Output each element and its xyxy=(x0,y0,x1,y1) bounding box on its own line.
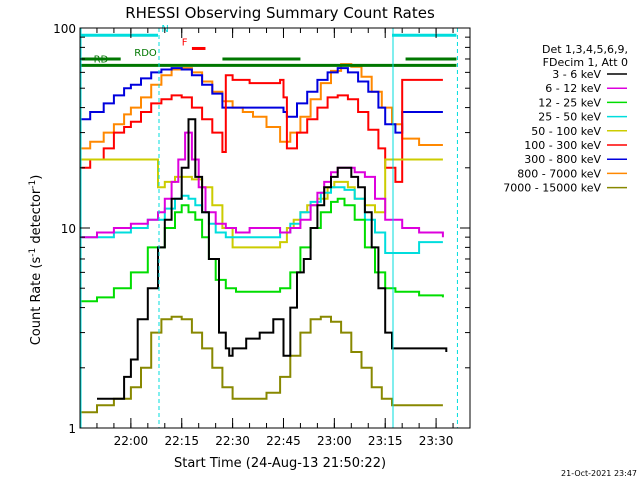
y-axis-label-detector: detector xyxy=(29,188,44,248)
legend-label-7000-15000-kev: 7000 - 15000 keV xyxy=(503,182,601,195)
y-axis-label: Count Rate (s-1 detector-1) xyxy=(28,175,44,346)
series-3-6-kev xyxy=(97,118,448,400)
plot-timestamp: 21-Oct-2021 23:47 xyxy=(561,469,637,478)
x-tick-label: 22:00 xyxy=(114,434,149,448)
x-tick-label: 22:15 xyxy=(164,434,199,448)
y-tick-label: 10 xyxy=(61,222,76,236)
legend-label-25-50-kev: 25 - 50 keV xyxy=(538,111,601,124)
series-100-300-kev xyxy=(80,74,443,183)
flag-label-rd: RD xyxy=(94,54,109,65)
series-12-25-kev xyxy=(80,197,444,303)
series-6-12-kev xyxy=(80,131,444,239)
x-tick-label: 22:30 xyxy=(215,434,250,448)
y-axis-label-exponent: -1 xyxy=(28,248,38,257)
y-tick-label: 100 xyxy=(53,22,76,36)
legend-header-line: FDecim 1, Att 0 xyxy=(543,56,628,69)
y-axis-label-end: ) xyxy=(29,175,44,180)
chart-title: RHESSI Observing Summary Count Rates xyxy=(125,4,435,22)
legend-header-line: Det 1,3,4,5,6,9, xyxy=(542,43,628,56)
flag-label-rdo: RDO xyxy=(134,48,157,59)
legend-label-300-800-kev: 300 - 800 keV xyxy=(524,153,601,166)
legend: Det 1,3,4,5,6,9,FDecim 1, Att 03 - 6 keV… xyxy=(503,43,628,195)
plot-axes: 1 10 100 22:00 22:15 22:30 22:45 23:00 23:15 23:3… xyxy=(53,22,471,448)
x-tick-label: 22:45 xyxy=(266,434,301,448)
x-axis-label: Start Time (24-Aug-13 21:50:22) xyxy=(174,456,386,471)
legend-label-100-300-kev: 100 - 300 keV xyxy=(524,139,601,152)
legend-label-6-12-kev: 6 - 12 keV xyxy=(545,82,601,95)
series-50-100-kev xyxy=(80,158,443,249)
series-300-800-kev xyxy=(80,67,443,134)
x-tick-label: 23:30 xyxy=(419,434,454,448)
x-tick-label: 23:00 xyxy=(317,434,352,448)
legend-label-3-6-kev: 3 - 6 keV xyxy=(552,68,601,81)
flag-bars: NFRDORD xyxy=(80,24,457,67)
legend-label-50-100-kev: 50 - 100 keV xyxy=(531,125,601,138)
series-25-50-kev xyxy=(80,186,443,254)
y-tick-label: 1 xyxy=(68,422,76,436)
y-axis-label-exponent-2: -1 xyxy=(28,180,38,189)
y-axis-label-main: Count Rate (s xyxy=(29,257,44,346)
legend-label-12-25-kev: 12 - 25 keV xyxy=(538,96,601,109)
series-800-7000-kev xyxy=(80,63,443,150)
legend-label-800-7000-kev: 800 - 7000 keV xyxy=(517,167,601,180)
x-tick-label: 23:15 xyxy=(368,434,403,448)
flag-label-f: F xyxy=(182,37,188,48)
series-7000-15000-kev xyxy=(80,315,443,414)
series-layer xyxy=(80,63,448,414)
